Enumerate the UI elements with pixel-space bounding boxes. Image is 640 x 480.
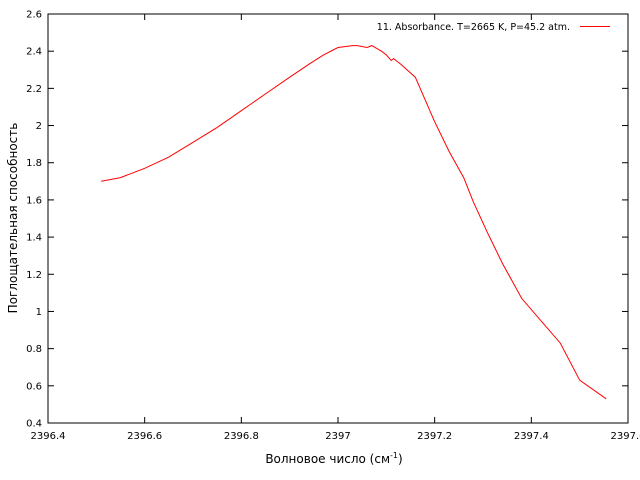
x-axis-label-close: ) xyxy=(398,452,403,466)
y-tick-label: 2.6 xyxy=(26,10,42,21)
x-axis-label: Волновое число (см-1) xyxy=(265,451,402,466)
y-axis-ticks: 0.4 0.6 0.8 1 1.2 1.4 1.6 1.8 2 2.2 2.4 2.6 xyxy=(26,10,628,430)
y-tick-label: 0.6 xyxy=(26,381,42,392)
legend: 11. Absorbance. T=2665 K, P=45.2 atm. xyxy=(377,22,610,33)
y-tick-label: 1.6 xyxy=(26,195,42,206)
y-tick-label: 0.8 xyxy=(26,344,42,355)
x-tick-label: 2397 xyxy=(325,431,350,442)
x-tick-label: 2397.6 xyxy=(611,431,640,442)
x-axis-label-superscript: -1 xyxy=(390,451,398,460)
y-tick-label: 1.2 xyxy=(26,270,42,281)
x-axis-ticks: 2396.4 2396.6 2396.8 2397 2397.2 2397.4 2397.6 xyxy=(31,14,640,442)
y-tick-label: 1.8 xyxy=(26,158,42,169)
y-tick-label: 0.4 xyxy=(26,419,42,430)
plot-frame xyxy=(47,13,629,424)
x-tick-label: 2396.4 xyxy=(31,431,66,442)
y-tick-label: 2 xyxy=(36,121,42,132)
x-tick-label: 2396.8 xyxy=(224,431,259,442)
y-axis-label: Поглощательная способность xyxy=(6,123,20,314)
x-tick-label: 2396.6 xyxy=(127,431,162,442)
y-tick-label: 2.2 xyxy=(26,84,42,95)
legend-label: 11. Absorbance. T=2665 K, P=45.2 atm. xyxy=(377,22,570,33)
y-tick-label: 1.4 xyxy=(26,233,42,244)
absorbance-series-line xyxy=(101,45,607,400)
x-tick-label: 2397.4 xyxy=(514,431,549,442)
series-group xyxy=(101,45,607,400)
y-tick-label: 2.4 xyxy=(26,47,42,58)
x-tick-label: 2397.2 xyxy=(417,431,452,442)
y-tick-label: 1 xyxy=(36,307,42,318)
